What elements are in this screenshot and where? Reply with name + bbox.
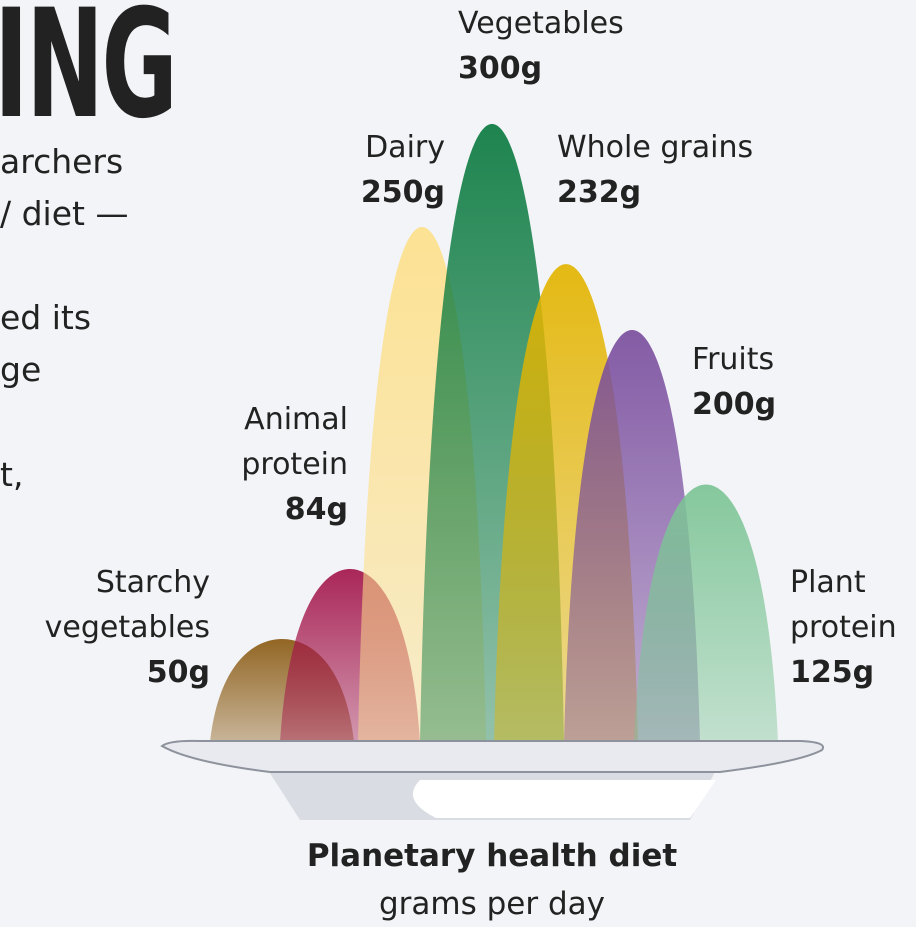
category-label: Animal protein	[241, 402, 348, 482]
value-label: 50g	[146, 655, 210, 690]
category-label-group: Animal protein 84g	[190, 397, 348, 532]
value-label: 250g	[360, 175, 445, 210]
peaks	[210, 124, 778, 742]
body-text: t,	[0, 455, 24, 494]
plate-highlight	[412, 780, 716, 818]
body-text: / diet —	[0, 194, 129, 233]
category-label: Starchy vegetables	[44, 565, 210, 645]
peak	[634, 484, 778, 742]
category-label-group: Dairy 250g	[300, 125, 445, 215]
headline-fragment: ING	[0, 0, 178, 152]
body-text: ge	[0, 350, 42, 389]
chart-title: Planetary health diet	[306, 838, 678, 874]
category-label: Whole grains	[557, 130, 754, 165]
value-label: 300g	[458, 51, 543, 86]
category-label-group: Starchy vegetables 50g	[0, 560, 210, 695]
category-label-group: Whole grains 232g	[557, 125, 797, 215]
body-text: archers	[0, 142, 124, 181]
plate-rim	[160, 739, 824, 773]
category-label: Vegetables	[458, 6, 624, 41]
value-label: 125g	[790, 655, 875, 690]
value-label: 84g	[284, 492, 348, 527]
value-label: 232g	[557, 175, 642, 210]
category-label: Plant protein	[790, 565, 897, 645]
category-label: Dairy	[365, 130, 445, 165]
category-label-group: Fruits 200g	[692, 337, 892, 427]
category-label-group: Plant protein 125g	[790, 560, 916, 695]
chart-subtitle: grams per day	[379, 886, 605, 922]
value-label: 200g	[692, 387, 777, 422]
category-label-group: Vegetables 300g	[458, 1, 678, 91]
body-text: ed its	[0, 298, 92, 337]
category-label: Fruits	[692, 342, 775, 377]
